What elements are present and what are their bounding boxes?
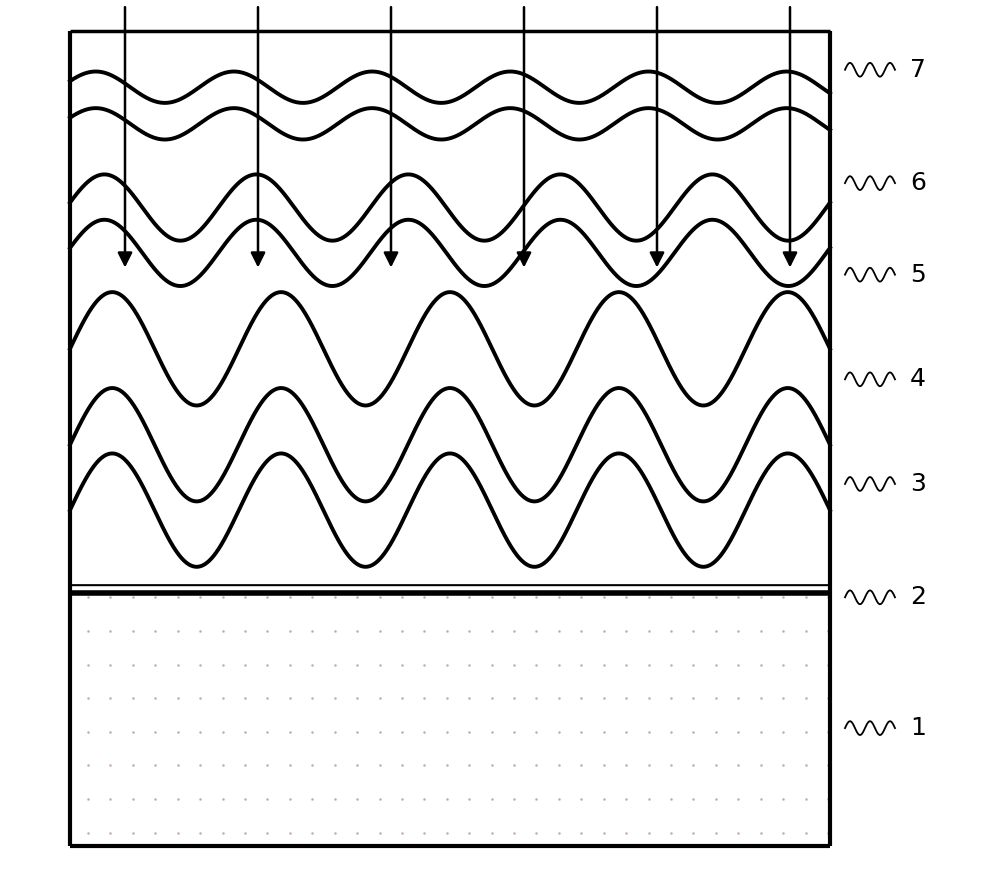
Text: 1: 1	[910, 716, 926, 740]
Text: 2: 2	[910, 585, 926, 610]
Text: 7: 7	[910, 58, 926, 82]
Text: 6: 6	[910, 171, 926, 195]
Text: 3: 3	[910, 472, 926, 496]
Text: 4: 4	[910, 367, 926, 392]
Text: 5: 5	[910, 262, 926, 287]
